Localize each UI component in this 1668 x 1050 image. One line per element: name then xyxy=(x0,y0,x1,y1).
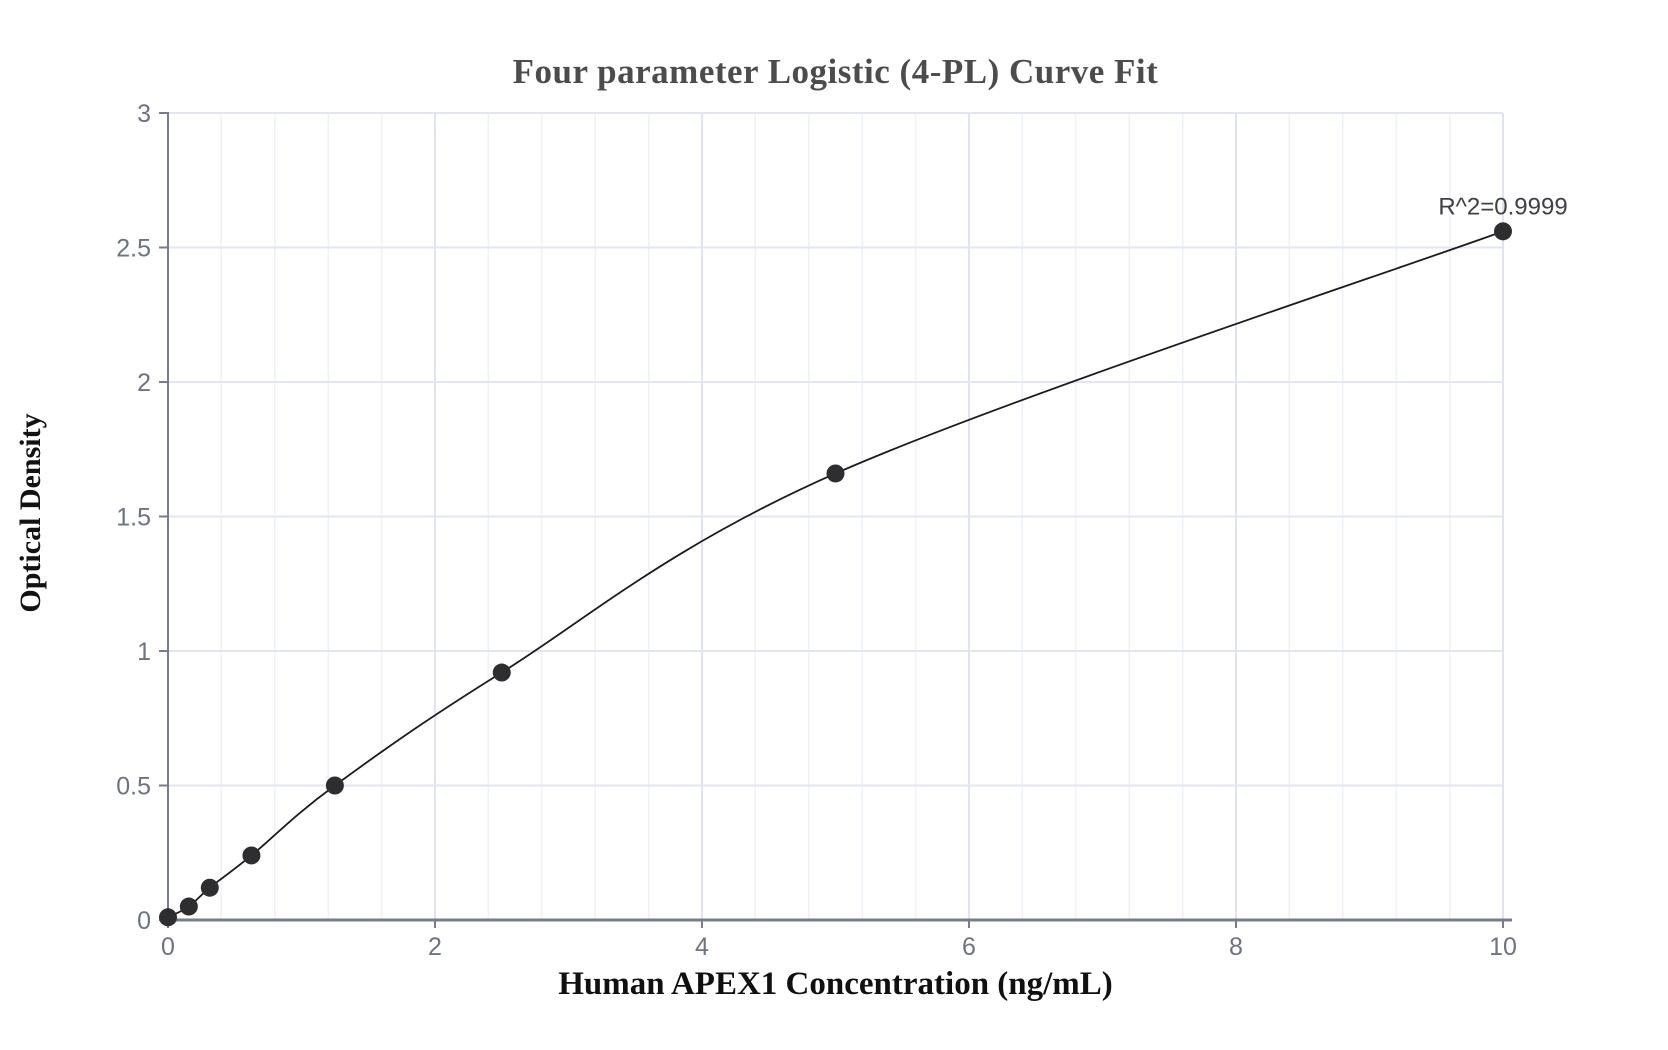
x-tick-label: 4 xyxy=(695,933,709,961)
axes xyxy=(159,112,1512,928)
data-point xyxy=(325,776,344,795)
y-tick-label: 0.5 xyxy=(116,773,151,801)
data-point xyxy=(826,464,845,483)
data-point xyxy=(242,846,261,865)
y-tick-label: 1.5 xyxy=(116,504,151,532)
gridlines-horizontal xyxy=(168,112,1503,787)
fit-curve-line xyxy=(167,230,1504,919)
r-squared-annotation: R^2=0.9999 xyxy=(1438,193,1567,220)
x-tick-label: 8 xyxy=(1229,933,1243,961)
data-point xyxy=(159,908,177,927)
tick-labels: 0 2 4 6 8 10 0 0.5 1 1.5 2 2.5 3 xyxy=(116,100,1517,961)
y-tick-label: 2 xyxy=(137,369,151,397)
data-point xyxy=(179,897,198,916)
x-tick-label: 2 xyxy=(428,933,442,961)
data-point xyxy=(1494,222,1512,241)
x-tick-label: 6 xyxy=(962,933,976,961)
data-point xyxy=(492,663,511,682)
data-points xyxy=(159,222,1512,927)
y-tick-label: 2.5 xyxy=(116,235,151,263)
y-tick-label: 3 xyxy=(137,100,151,128)
x-tick-label: 10 xyxy=(1489,933,1517,961)
x-tick-label: 0 xyxy=(161,933,175,961)
y-tick-label: 1 xyxy=(137,638,151,666)
y-tick-label: 0 xyxy=(137,907,151,935)
chart-title: Four parameter Logistic (4-PL) Curve Fit xyxy=(512,52,1159,91)
data-point xyxy=(200,878,219,897)
x-axis-label: Human APEX1 Concentration (ng/mL) xyxy=(558,966,1113,1002)
